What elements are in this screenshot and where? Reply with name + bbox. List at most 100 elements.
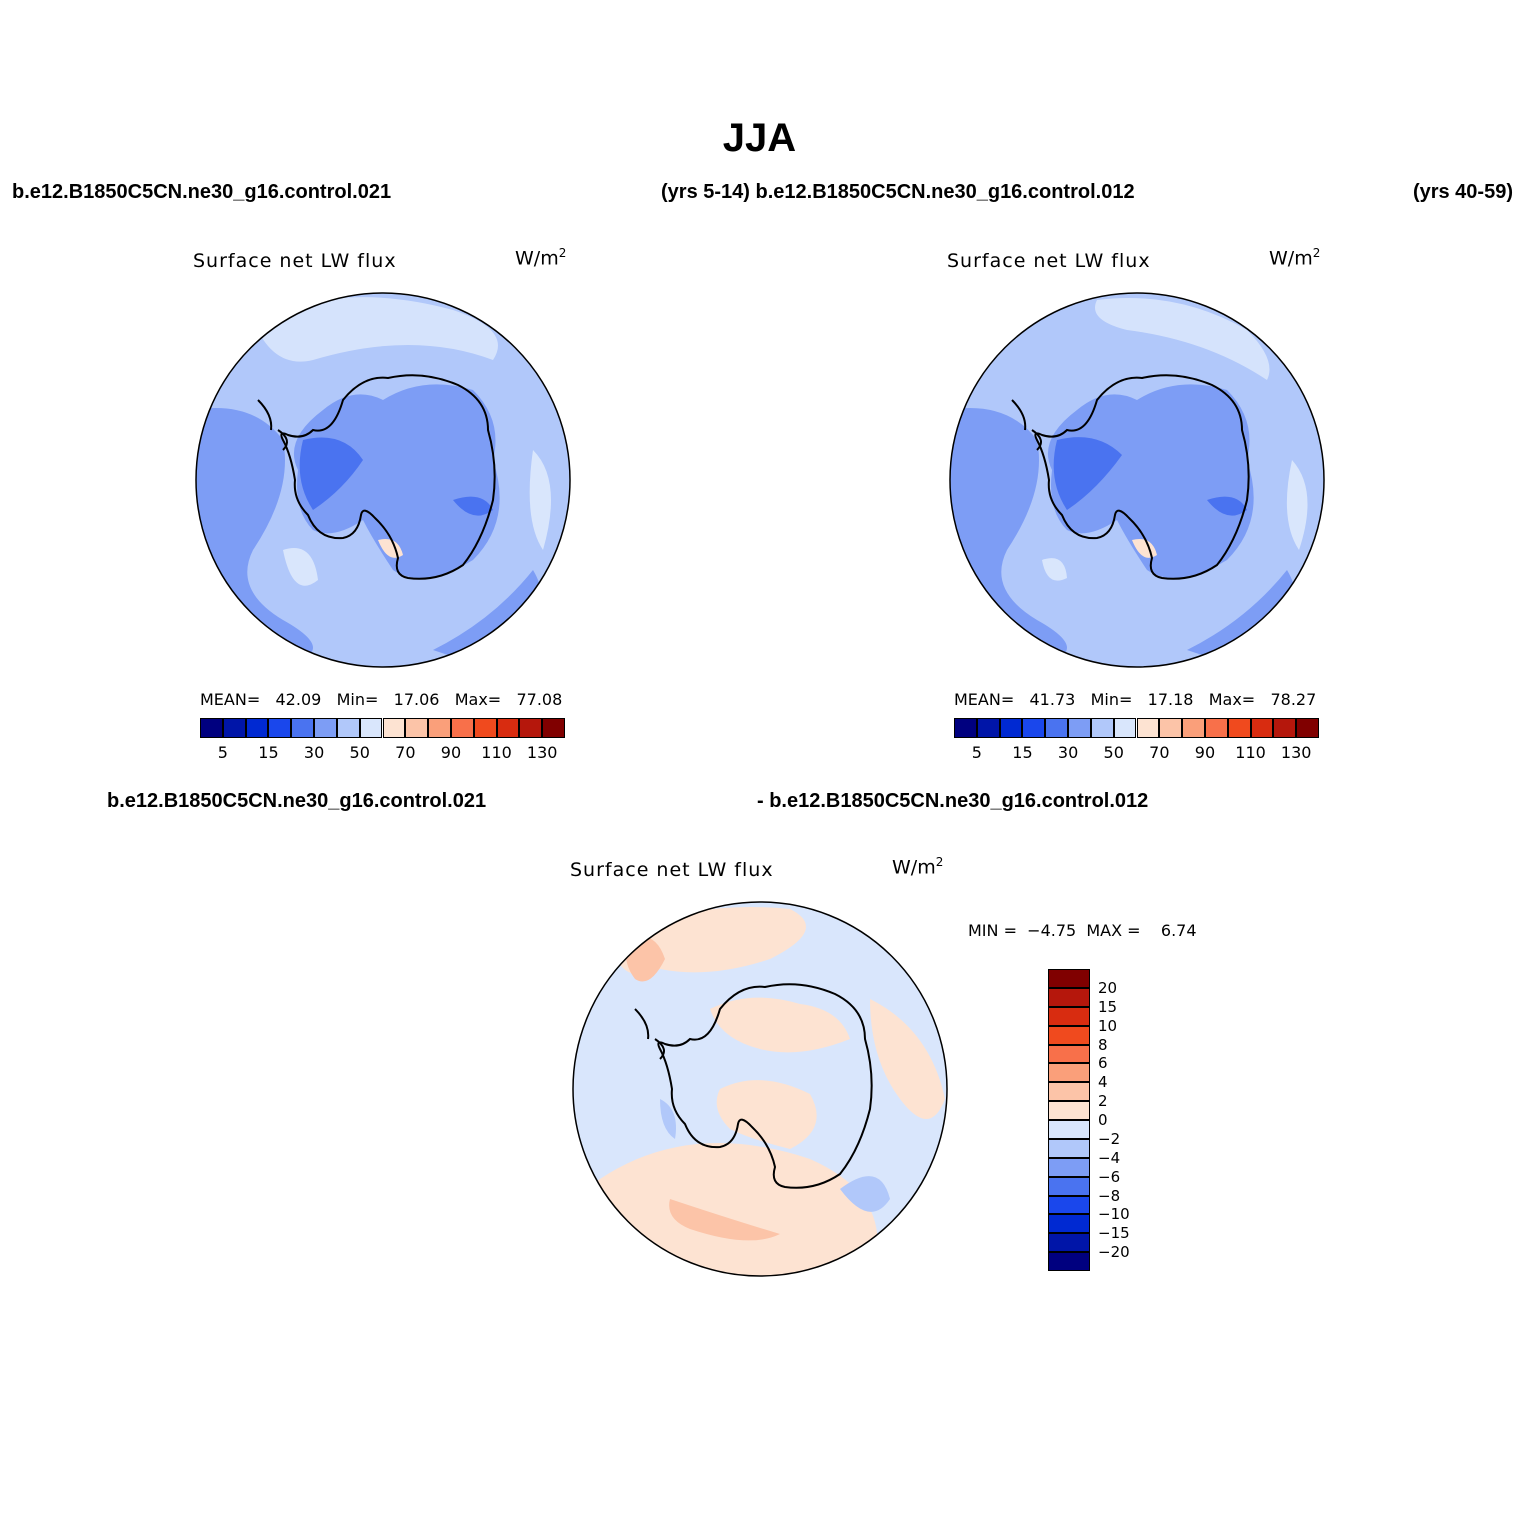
colorbar-swatch bbox=[1048, 1082, 1090, 1102]
panel3-units: W/m2 bbox=[892, 855, 944, 879]
colorbar-swatch bbox=[1159, 718, 1183, 738]
colorbar-swatch bbox=[496, 718, 520, 738]
colorbar-tick-label: 130 bbox=[526, 743, 558, 762]
colorbar-tick-label: 50 bbox=[1103, 743, 1124, 762]
colorbar-tick-label: −4 bbox=[1098, 1148, 1121, 1167]
colorbar-swatch bbox=[1113, 718, 1137, 738]
colorbar-tick-label: −2 bbox=[1098, 1129, 1121, 1148]
panel3-variable-title: Surface net LW flux bbox=[570, 859, 774, 881]
diff-right-case-label: - b.e12.B1850C5CN.ne30_g16.control.012 bbox=[757, 790, 1149, 812]
colorbar-tick-label: −20 bbox=[1098, 1243, 1130, 1262]
colorbar-swatch bbox=[473, 718, 497, 738]
colorbar-tick-label: 30 bbox=[1057, 743, 1079, 762]
colorbar-swatch bbox=[1048, 1006, 1090, 1026]
colorbar-tick-label: 8 bbox=[1098, 1035, 1108, 1054]
colorbar-tick-label: 2 bbox=[1098, 1092, 1108, 1111]
figure-title: JJA bbox=[722, 116, 797, 160]
colorbar-swatch bbox=[1048, 1025, 1090, 1045]
panel2-colorbar bbox=[954, 718, 1319, 738]
colorbar-swatch bbox=[268, 718, 292, 738]
colorbar-swatch bbox=[1048, 1120, 1090, 1139]
colorbar-swatch bbox=[222, 718, 246, 738]
colorbar-swatch bbox=[1048, 1176, 1090, 1196]
colorbar-tick-label: 110 bbox=[1235, 743, 1266, 762]
colorbar-swatch bbox=[382, 718, 406, 738]
colorbar-tick-label: 70 bbox=[1149, 743, 1170, 762]
colorbar-swatch bbox=[1048, 1063, 1090, 1083]
panel1-variable-title: Surface net LW flux bbox=[193, 250, 397, 272]
panel3-coastline bbox=[657, 983, 873, 1189]
colorbar-swatch bbox=[314, 718, 337, 738]
colorbar-swatch bbox=[200, 718, 223, 738]
panel2-polar-map bbox=[949, 292, 1325, 668]
panel1-coastline bbox=[280, 374, 496, 580]
colorbar-tick-label: 90 bbox=[1194, 743, 1216, 762]
colorbar-tick-label: −10 bbox=[1098, 1205, 1130, 1224]
panel1-units: W/m2 bbox=[515, 246, 567, 270]
colorbar-swatch bbox=[1227, 718, 1251, 738]
panel3-colorbar-labels: 20 15 10 8 6 4 2 0 −2 −4 −6 −8 −10 −15 −20 bbox=[1098, 969, 1138, 1271]
colorbar-tick-label: 20 bbox=[1098, 978, 1118, 997]
colorbar-swatch bbox=[519, 718, 543, 738]
colorbar-swatch bbox=[245, 718, 269, 738]
colorbar-swatch bbox=[1048, 1252, 1090, 1271]
colorbar-swatch bbox=[336, 718, 360, 738]
colorbar-swatch bbox=[954, 718, 977, 738]
colorbar-tick-label: 10 bbox=[1098, 1016, 1118, 1035]
colorbar-tick-label: 15 bbox=[1012, 743, 1033, 762]
colorbar-tick-label: 15 bbox=[1098, 997, 1118, 1016]
colorbar-swatch bbox=[1068, 718, 1091, 738]
colorbar-swatch bbox=[405, 718, 429, 738]
colorbar-swatch bbox=[1273, 718, 1297, 738]
colorbar-swatch bbox=[1296, 718, 1319, 738]
colorbar-swatch bbox=[1090, 718, 1114, 738]
colorbar-swatch bbox=[1048, 969, 1090, 988]
panel1-colorbar-labels: 5 15 30 50 70 90 110 130 bbox=[200, 743, 565, 763]
panel3-stats: MIN = −4.75 MAX = 6.74 bbox=[968, 921, 1197, 940]
colorbar-tick-label: 70 bbox=[395, 743, 416, 762]
colorbar-swatch bbox=[359, 718, 383, 738]
colorbar-tick-label: 50 bbox=[349, 743, 370, 762]
panel2-variable-title: Surface net LW flux bbox=[947, 250, 1151, 272]
top-middle-case-label: (yrs 5-14) b.e12.B1850C5CN.ne30_g16.cont… bbox=[661, 181, 1135, 203]
colorbar-swatch bbox=[976, 718, 1000, 738]
panel3-colorbar bbox=[1048, 969, 1090, 1271]
colorbar-swatch bbox=[1048, 1157, 1090, 1177]
colorbar-tick-label: 5 bbox=[217, 743, 228, 762]
panel2-stats: MEAN= 41.73 Min= 17.18 Max= 78.27 bbox=[954, 690, 1317, 709]
colorbar-tick-label: 4 bbox=[1098, 1073, 1108, 1092]
top-left-case-label: b.e12.B1850C5CN.ne30_g16.control.021 bbox=[12, 181, 392, 203]
panel1-polar-map bbox=[195, 292, 571, 668]
colorbar-swatch bbox=[999, 718, 1023, 738]
colorbar-swatch bbox=[1048, 1044, 1090, 1064]
colorbar-tick-label: 110 bbox=[481, 743, 512, 762]
colorbar-swatch bbox=[1045, 718, 1069, 738]
colorbar-tick-label: −8 bbox=[1098, 1186, 1121, 1205]
panel3-difference-map bbox=[572, 901, 948, 1277]
top-right-years-label: (yrs 40-59) bbox=[1412, 181, 1513, 203]
colorbar-tick-label: −6 bbox=[1098, 1167, 1121, 1186]
colorbar-tick-label: 90 bbox=[440, 743, 462, 762]
panel2-coastline bbox=[1034, 374, 1250, 580]
colorbar-tick-label: −15 bbox=[1098, 1224, 1130, 1243]
colorbar-swatch bbox=[1048, 1233, 1090, 1253]
colorbar-swatch bbox=[1136, 718, 1160, 738]
colorbar-swatch bbox=[291, 718, 315, 738]
panel1-stats: MEAN= 42.09 Min= 17.06 Max= 77.08 bbox=[200, 690, 563, 709]
panel2-colorbar-labels: 5 15 30 50 70 90 110 130 bbox=[954, 743, 1319, 763]
colorbar-swatch bbox=[1048, 1101, 1090, 1120]
colorbar-swatch bbox=[1204, 718, 1228, 738]
colorbar-swatch bbox=[1250, 718, 1274, 738]
colorbar-tick-label: 6 bbox=[1098, 1054, 1108, 1073]
colorbar-swatch bbox=[1022, 718, 1046, 738]
colorbar-tick-label: 15 bbox=[258, 743, 279, 762]
diff-left-case-label: b.e12.B1850C5CN.ne30_g16.control.021 bbox=[107, 790, 487, 812]
colorbar-tick-label: 130 bbox=[1280, 743, 1312, 762]
colorbar-swatch bbox=[1048, 1214, 1090, 1234]
colorbar-swatch bbox=[1182, 718, 1205, 738]
colorbar-swatch bbox=[1048, 987, 1090, 1007]
colorbar-tick-label: 0 bbox=[1098, 1111, 1108, 1129]
colorbar-swatch bbox=[542, 718, 565, 738]
colorbar-swatch bbox=[450, 718, 474, 738]
panel1-colorbar bbox=[200, 718, 565, 738]
